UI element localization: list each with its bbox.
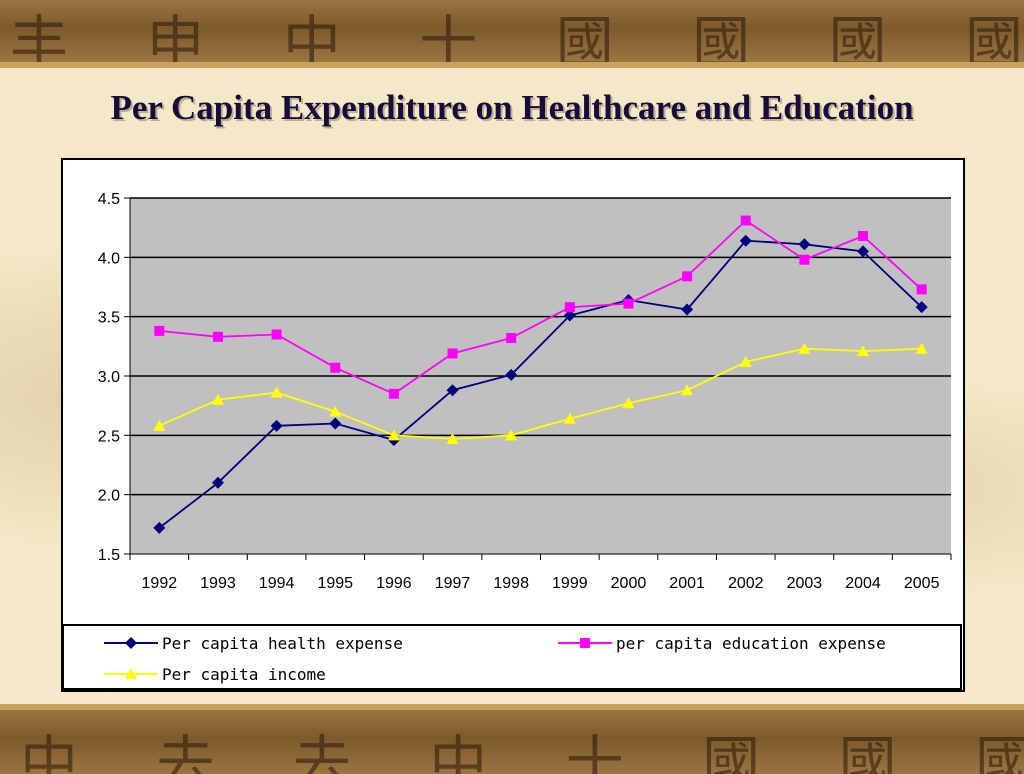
data-point: [153, 419, 166, 431]
legend-label: Per capita health expense: [162, 633, 403, 653]
data-point: [682, 271, 693, 282]
data-point: [681, 384, 694, 396]
legend-label: per capita education expense: [616, 633, 886, 653]
series-line-1: [158, 239, 923, 529]
data-point: [623, 298, 634, 309]
data-point: [329, 405, 342, 417]
series-line-2: [159, 219, 923, 395]
data-point: [915, 342, 928, 354]
data-point: [798, 342, 811, 354]
decorative-top-band: 丰 申 中 十 國 國 國 國: [0, 0, 1024, 68]
legend-item-health: Per capita health expense: [104, 632, 403, 654]
data-point: [211, 393, 224, 405]
x-tick-label: 1992: [142, 575, 178, 592]
triangle-marker-icon: [104, 668, 158, 679]
data-point: [387, 429, 400, 441]
data-point: [564, 302, 575, 313]
x-tick-label: 1993: [200, 575, 236, 592]
data-point: [329, 417, 342, 430]
y-tick-label: 3.5: [98, 310, 120, 327]
data-point: [446, 384, 459, 397]
data-point: [212, 331, 223, 342]
decorative-bottom-band: 中 去 去 中 十 國 國 國: [0, 704, 1024, 774]
data-point: [739, 234, 752, 247]
y-tick-label: 3.0: [98, 369, 120, 386]
data-point: [857, 345, 870, 357]
y-tick-label: 4.5: [98, 191, 120, 208]
data-point: [858, 230, 869, 241]
data-point: [446, 432, 459, 444]
data-point: [798, 238, 811, 251]
data-point: [857, 245, 870, 258]
x-tick-label: 1997: [435, 575, 471, 592]
square-marker-icon: [558, 638, 612, 648]
data-point: [915, 301, 928, 314]
data-point: [211, 476, 224, 489]
x-tick-label: 2001: [669, 575, 705, 592]
page-title: Per Capita Expenditure on Healthcare and…: [110, 88, 914, 127]
data-point: [916, 284, 927, 295]
data-point: [388, 388, 399, 399]
data-point: [563, 309, 576, 322]
y-tick-label: 1.5: [98, 547, 120, 564]
legend-label: Per capita income: [162, 664, 326, 684]
x-tick-label: 2000: [611, 575, 647, 592]
y-tick-label: 2.5: [98, 428, 120, 445]
data-point: [681, 303, 694, 316]
data-point: [270, 419, 283, 432]
data-point: [153, 521, 166, 534]
calligraphy-decoration: 中 去 去 中 十 國 國 國: [20, 729, 1024, 774]
data-point: [330, 362, 341, 373]
x-tick-label: 2003: [787, 575, 823, 592]
x-tick-label: 1996: [376, 575, 412, 592]
x-tick-label: 1999: [552, 575, 588, 592]
chart-legend: Per capita health expense per capita edu…: [62, 624, 962, 690]
calligraphy-decoration: 丰 申 中 十 國 國 國 國: [10, 9, 1024, 68]
data-point: [740, 215, 751, 226]
data-point: [505, 429, 518, 441]
data-point: [739, 355, 752, 367]
series-line-3: [158, 347, 922, 440]
x-tick-label: 2004: [845, 575, 881, 592]
data-point: [270, 386, 283, 398]
y-tick-label: 4.0: [98, 250, 120, 267]
data-point: [799, 254, 810, 265]
x-tick-label: 2005: [904, 575, 940, 592]
data-point: [271, 329, 282, 340]
diamond-marker-icon: [104, 637, 158, 649]
chart-container: 1.5 2.0 2.5 3.0 3.5 4.0 4.5 1992 1993 1994 1995 199…: [61, 158, 965, 692]
data-point: [505, 368, 518, 381]
y-tick-label: 2.0: [98, 488, 120, 505]
data-point: [563, 412, 576, 424]
x-tick-label: 2002: [728, 575, 764, 592]
legend-item-education: per capita education expense: [558, 632, 886, 654]
line-chart: 1.5 2.0 2.5 3.0 3.5 4.0 4.5 1992 1993 1994 1995 199…: [98, 191, 952, 592]
data-point: [154, 325, 165, 336]
x-tick-label: 1995: [317, 575, 353, 592]
data-point: [622, 397, 635, 409]
x-tick-label: 1994: [259, 575, 295, 592]
data-point: [447, 348, 458, 359]
x-tick-label: 1998: [493, 575, 529, 592]
data-point: [506, 333, 517, 344]
legend-item-income: Per capita income: [104, 663, 326, 685]
